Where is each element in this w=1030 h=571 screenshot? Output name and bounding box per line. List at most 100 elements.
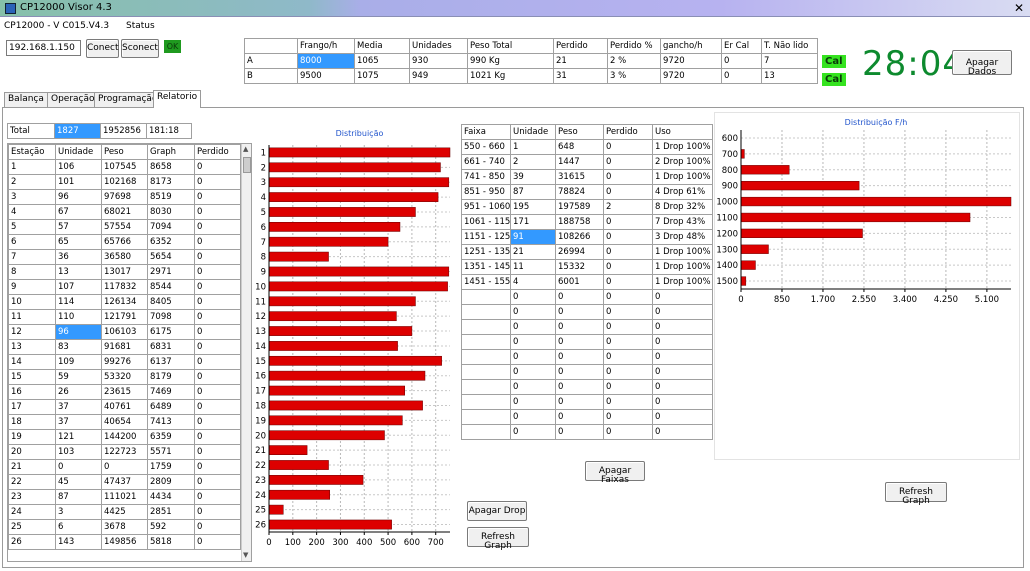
stations-cell[interactable]: 0 xyxy=(55,459,102,475)
faixas-cell[interactable]: 7 Drop 43% xyxy=(652,214,713,230)
faixas-cell[interactable]: 1 Drop 100% xyxy=(652,274,713,290)
faixas-cell[interactable]: 661 - 740 xyxy=(461,154,511,170)
faixas-cell[interactable]: 1151 - 1250 xyxy=(461,229,511,245)
stations-grid[interactable]: Estação Unidade Peso Graph Perdido 1 106 107545… xyxy=(7,143,252,562)
stations-cell[interactable]: 0 xyxy=(194,219,241,235)
stations-cell[interactable]: 5654 xyxy=(147,249,195,265)
stations-cell[interactable]: 3 xyxy=(8,189,56,205)
stations-cell[interactable]: 143 xyxy=(55,534,102,550)
stations-cell[interactable]: 4 xyxy=(8,204,56,220)
faixas-cell[interactable]: 0 xyxy=(510,394,556,410)
faixas-cell[interactable]: 0 xyxy=(603,214,653,230)
faixas-cell[interactable] xyxy=(461,424,511,440)
faixas-cell[interactable]: 0 xyxy=(652,424,713,440)
faixas-cell[interactable]: 0 xyxy=(603,169,653,185)
stations-cell[interactable]: 8544 xyxy=(147,279,195,295)
stations-cell[interactable]: 8173 xyxy=(147,174,195,190)
faixas-cell[interactable]: 21 xyxy=(510,244,556,260)
stations-cell[interactable]: 106103 xyxy=(101,324,148,340)
faixas-cell[interactable]: 951 - 1060 xyxy=(461,199,511,215)
summary-cell[interactable]: 930 xyxy=(409,53,468,69)
stations-cell[interactable]: 0 xyxy=(194,174,241,190)
stations-cell[interactable]: 36580 xyxy=(101,249,148,265)
faixas-cell[interactable]: 2 xyxy=(510,154,556,170)
faixas-cell[interactable]: 0 xyxy=(603,319,653,335)
faixas-cell[interactable]: 0 xyxy=(652,364,713,380)
faixas-cell[interactable]: 3 Drop 48% xyxy=(652,229,713,245)
summary-cell[interactable]: 990 Kg xyxy=(467,53,554,69)
stations-cell[interactable]: 0 xyxy=(194,204,241,220)
stations-cell[interactable]: 0 xyxy=(194,279,241,295)
stations-cell[interactable]: 0 xyxy=(194,534,241,550)
stations-cell[interactable]: 25 xyxy=(8,519,56,535)
faixas-cell[interactable]: 31615 xyxy=(555,169,604,185)
stations-cell[interactable]: 22 xyxy=(8,474,56,490)
stations-cell[interactable]: 2809 xyxy=(147,474,195,490)
faixas-cell[interactable]: 1447 xyxy=(555,154,604,170)
stations-cell[interactable]: 57 xyxy=(55,219,102,235)
stations-cell[interactable]: 0 xyxy=(194,189,241,205)
stations-cell[interactable]: 6489 xyxy=(147,399,195,415)
faixas-cell[interactable]: 2 xyxy=(603,199,653,215)
stations-cell[interactable]: 144200 xyxy=(101,429,148,445)
stations-cell[interactable]: 107545 xyxy=(101,159,148,175)
faixas-cell[interactable]: 1351 - 1450 xyxy=(461,259,511,275)
apagar-dados-button[interactable]: Apagar Dados xyxy=(952,50,1012,77)
stations-cell[interactable]: 117832 xyxy=(101,279,148,295)
stations-cell[interactable]: 45 xyxy=(55,474,102,490)
connect-button[interactable]: Conect xyxy=(86,39,119,58)
stations-cell[interactable]: 121 xyxy=(55,429,102,445)
summary-cell[interactable]: 21 xyxy=(553,53,608,69)
stations-cell[interactable]: 96 xyxy=(55,324,102,340)
stations-scrollbar[interactable]: ▲ ▼ xyxy=(241,144,251,561)
stations-cell[interactable]: 0 xyxy=(194,474,241,490)
stations-cell[interactable]: 0 xyxy=(194,324,241,340)
stations-cell[interactable]: 68021 xyxy=(101,204,148,220)
summary-cell[interactable]: 7 xyxy=(761,53,818,69)
stations-cell[interactable]: 7 xyxy=(8,249,56,265)
stations-cell[interactable]: 1 xyxy=(8,159,56,175)
stations-cell[interactable]: 6175 xyxy=(147,324,195,340)
faixas-cell[interactable]: 0 xyxy=(510,364,556,380)
stations-cell[interactable]: 24 xyxy=(8,504,56,520)
stations-cell[interactable]: 0 xyxy=(194,384,241,400)
stations-cell[interactable]: 97698 xyxy=(101,189,148,205)
stations-cell[interactable]: 14 xyxy=(8,354,56,370)
stations-cell[interactable]: 36 xyxy=(55,249,102,265)
summary-cell[interactable]: 949 xyxy=(409,68,468,84)
stations-cell[interactable]: 6 xyxy=(55,519,102,535)
faixas-cell[interactable]: 8 Drop 32% xyxy=(652,199,713,215)
stations-cell[interactable]: 5818 xyxy=(147,534,195,550)
stations-cell[interactable]: 8405 xyxy=(147,294,195,310)
stations-cell[interactable]: 0 xyxy=(194,309,241,325)
summary-cell[interactable]: 9720 xyxy=(660,68,722,84)
ip-address-input[interactable] xyxy=(6,40,81,56)
apagar-faixas-button[interactable]: Apagar Faixas xyxy=(585,461,645,485)
faixas-cell[interactable]: 0 xyxy=(652,379,713,395)
faixas-cell[interactable]: 197589 xyxy=(555,199,604,215)
disconnect-button[interactable]: Sconect xyxy=(121,39,159,58)
faixas-cell[interactable]: 0 xyxy=(603,274,653,290)
faixas-cell[interactable]: 26994 xyxy=(555,244,604,260)
faixas-cell[interactable]: 4 xyxy=(510,274,556,290)
stations-cell[interactable]: 17 xyxy=(8,399,56,415)
tab-balanca[interactable]: Balança xyxy=(4,92,48,107)
stations-cell[interactable]: 0 xyxy=(194,519,241,535)
stations-cell[interactable]: 12 xyxy=(8,324,56,340)
stations-cell[interactable]: 67 xyxy=(55,204,102,220)
faixas-cell[interactable]: 0 xyxy=(555,409,604,425)
stations-cell[interactable]: 0 xyxy=(194,459,241,475)
faixas-cell[interactable]: 0 xyxy=(603,334,653,350)
tab-programacao[interactable]: Programação xyxy=(94,92,162,107)
stations-cell[interactable]: 7094 xyxy=(147,219,195,235)
stations-cell[interactable]: 47437 xyxy=(101,474,148,490)
faixas-cell[interactable]: 0 xyxy=(603,424,653,440)
faixas-cell[interactable]: 550 - 660 xyxy=(461,139,511,155)
faixas-cell[interactable]: 0 xyxy=(603,394,653,410)
stations-cell[interactable]: 4425 xyxy=(101,504,148,520)
stations-cell[interactable]: 1759 xyxy=(147,459,195,475)
stations-cell[interactable]: 121791 xyxy=(101,309,148,325)
stations-cell[interactable]: 109 xyxy=(55,354,102,370)
faixas-cell[interactable]: 0 xyxy=(510,334,556,350)
faixas-cell[interactable]: 0 xyxy=(510,319,556,335)
